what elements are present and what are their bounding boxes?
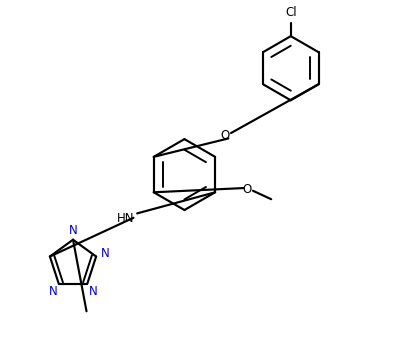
Text: N: N bbox=[88, 285, 97, 298]
Text: N: N bbox=[100, 247, 109, 260]
Text: O: O bbox=[242, 183, 251, 196]
Text: N: N bbox=[68, 224, 77, 237]
Text: Cl: Cl bbox=[284, 6, 296, 19]
Text: O: O bbox=[220, 129, 229, 142]
Text: HN: HN bbox=[116, 212, 134, 225]
Text: N: N bbox=[49, 285, 58, 298]
